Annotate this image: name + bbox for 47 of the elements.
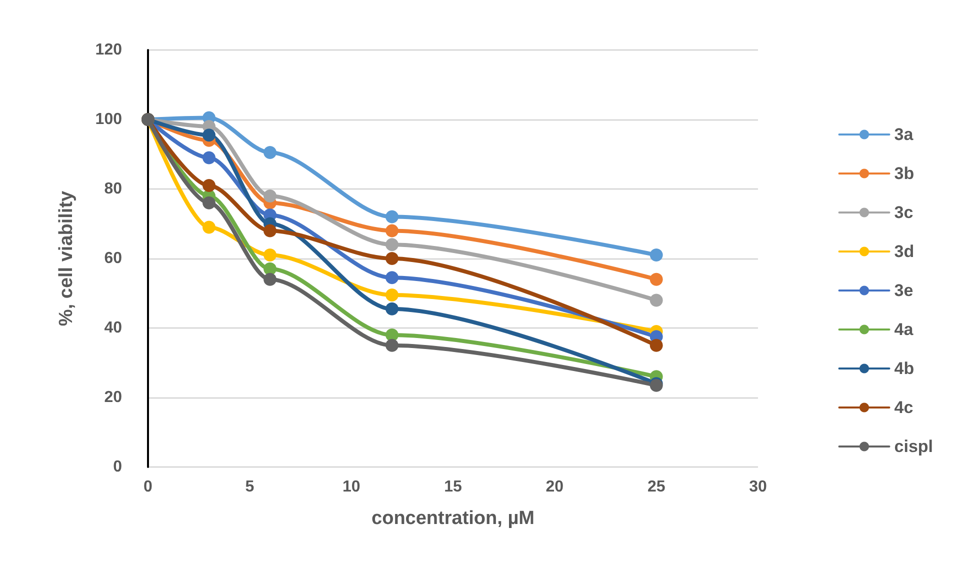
y-axis-title: %, cell viability xyxy=(56,190,77,326)
point xyxy=(386,224,398,238)
point xyxy=(202,128,216,142)
legend-label: 3c xyxy=(894,203,914,222)
point xyxy=(650,272,663,286)
x-axis-title: concentration, µM xyxy=(372,508,534,529)
y-tick-label: 0 xyxy=(113,458,122,476)
point xyxy=(386,271,398,284)
point xyxy=(264,224,276,238)
legend-label: 4b xyxy=(894,359,914,378)
legend-label: 4c xyxy=(894,398,914,417)
point xyxy=(264,146,276,160)
x-tick-label: 30 xyxy=(749,478,767,496)
point xyxy=(386,302,398,316)
point xyxy=(386,238,398,252)
x-tick-label: 10 xyxy=(342,478,360,496)
x-tick-label: 5 xyxy=(245,478,254,496)
point xyxy=(202,151,216,164)
point xyxy=(264,189,276,202)
point xyxy=(264,272,276,286)
x-tick-label: 15 xyxy=(444,478,462,496)
legend-label: 4a xyxy=(894,320,914,339)
legend-label: 3d xyxy=(894,242,914,261)
x-tick-label: 20 xyxy=(546,478,564,496)
point xyxy=(264,248,276,262)
legend-label: cispl xyxy=(894,437,934,456)
y-tick-label: 80 xyxy=(104,180,122,198)
point xyxy=(650,338,663,352)
point xyxy=(202,196,216,210)
legend-label: 3a xyxy=(894,125,914,144)
point xyxy=(386,210,398,224)
point xyxy=(386,252,398,265)
legend-label: 3b xyxy=(894,164,914,183)
point xyxy=(650,294,663,307)
point xyxy=(202,179,216,192)
point xyxy=(202,220,216,234)
point xyxy=(386,288,398,302)
x-tick-label: 0 xyxy=(144,478,153,496)
y-tick-label: 20 xyxy=(104,389,122,406)
y-tick-label: 40 xyxy=(104,320,122,336)
point xyxy=(386,338,398,352)
point xyxy=(650,248,663,262)
legend-label: 3e xyxy=(894,281,914,300)
y-tick-label: 100 xyxy=(95,111,122,128)
y-tick-label: 120 xyxy=(95,42,122,58)
x-tick-label: 25 xyxy=(647,478,666,496)
y-tick-label: 60 xyxy=(104,250,122,267)
